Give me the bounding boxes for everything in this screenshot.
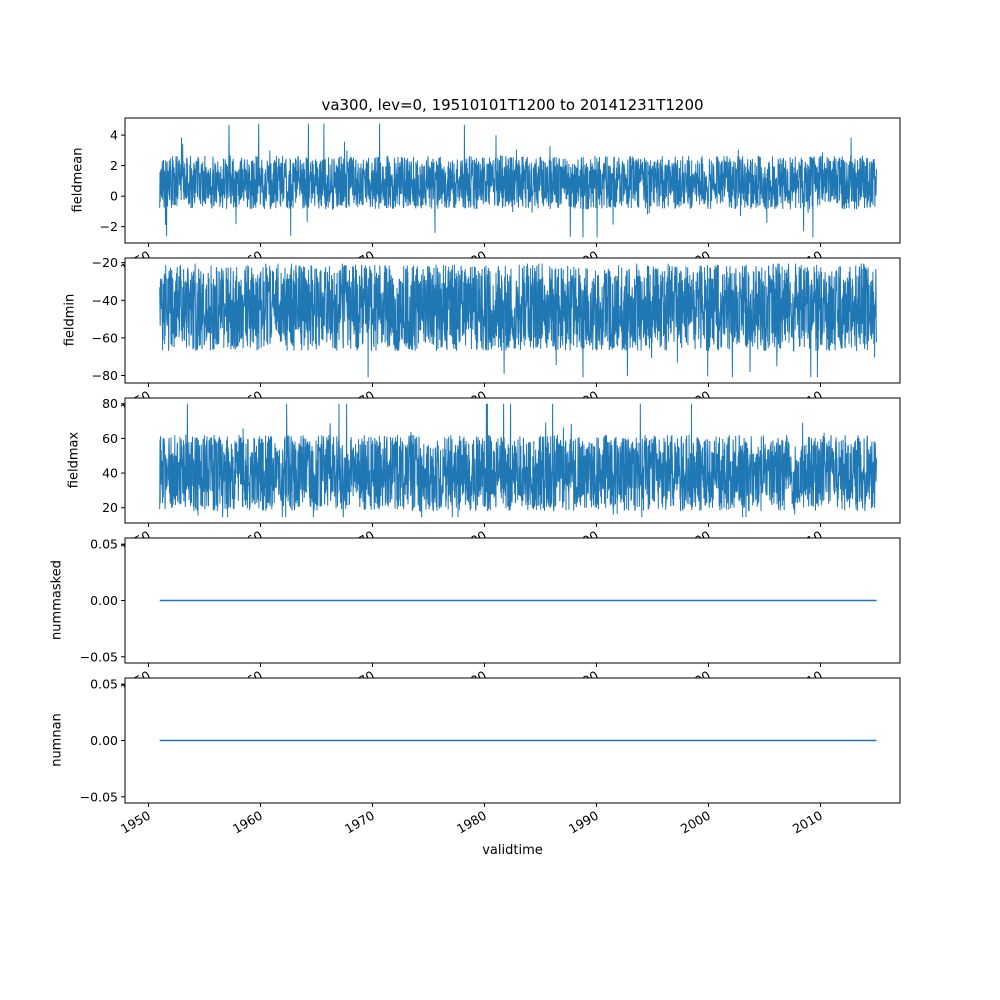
y-tick-label: 0.00 [90, 593, 118, 608]
y-tick-label: −80 [92, 368, 118, 383]
y-axis-label-fieldmax: fieldmax [66, 431, 82, 489]
axes-spines [124, 117, 901, 244]
x-tick-label: 1950 [118, 808, 153, 837]
y-axis-label-fieldmin: fieldmin [62, 293, 78, 347]
y-tick-label: −40 [92, 293, 118, 308]
y-tick-label: 20 [102, 500, 118, 515]
y-tick-label: −0.05 [80, 789, 118, 804]
y-tick-label: 2 [110, 158, 118, 173]
x-tick-label: 1960 [230, 808, 265, 837]
y-tick-label: −0.05 [80, 649, 118, 664]
y-tick-label: 0.00 [90, 733, 118, 748]
axes-spines [124, 397, 901, 524]
x-axis-label: validtime [482, 843, 543, 858]
subplot-fieldmin: −20−40−60−801950196019701980199020002010 [92, 255, 901, 417]
y-axis-label-fieldmean: fieldmean [70, 147, 86, 213]
x-tick-label: 2000 [678, 808, 713, 837]
y-tick-label: 60 [102, 431, 118, 446]
x-tick-label: 2010 [790, 808, 825, 837]
y-tick-label: 40 [102, 466, 118, 481]
series-line-fieldmin [159, 263, 877, 378]
y-tick-label: −60 [92, 330, 118, 345]
y-tick-label: 0 [110, 189, 118, 204]
subplot-nummasked: 0.050.00−0.05195019601970198019902000201… [80, 537, 901, 697]
chart-title: va300, lev=0, 19510101T1200 to 20141231T… [321, 96, 704, 114]
axes-spines [124, 257, 901, 384]
series-line-fieldmean [159, 123, 877, 238]
subplot-fieldmean: 420−21950196019701980199020002010 [100, 117, 901, 277]
subplot-fieldmax: 806040201950196019701980199020002010 [102, 396, 901, 557]
y-tick-label: 0.05 [90, 537, 118, 552]
x-tick-label: 1970 [342, 808, 377, 837]
y-tick-label: −2 [100, 219, 118, 234]
y-tick-label: 4 [110, 128, 118, 143]
x-tick-label: 1980 [454, 808, 489, 837]
y-tick-label: −20 [92, 255, 118, 270]
series-line-fieldmax [159, 403, 877, 518]
y-axis-label-nummasked: nummasked [49, 560, 65, 640]
y-tick-label: 80 [102, 396, 118, 411]
x-tick-label: 1990 [566, 808, 601, 837]
y-axis-label-numnan: numnan [49, 713, 65, 767]
y-tick-label: 0.05 [90, 677, 118, 692]
